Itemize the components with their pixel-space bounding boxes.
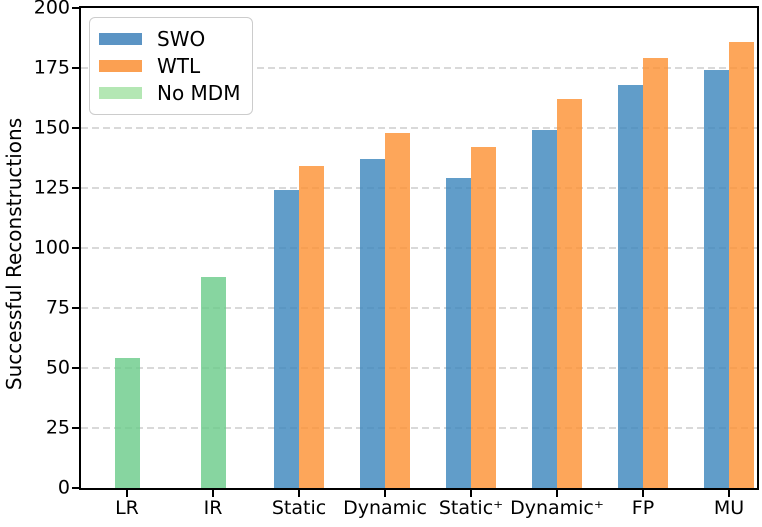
legend-label-no-mdm: No MDM xyxy=(157,81,241,105)
x-tick-mark xyxy=(642,490,644,497)
x-tick-label-dynamic⁺: Dynamic⁺ xyxy=(510,497,604,519)
y-tick-mark xyxy=(72,367,79,369)
y-tick-mark xyxy=(72,247,79,249)
gridline-175 xyxy=(81,67,757,69)
y-tick-mark xyxy=(72,127,79,129)
bars-layer xyxy=(81,8,757,488)
y-tick-label-150: 150 xyxy=(33,116,70,139)
legend-label-wtl: WTL xyxy=(157,54,201,78)
gridline-150 xyxy=(81,127,757,129)
swo-color-swatch xyxy=(99,33,142,45)
bar-mu-wtl xyxy=(729,41,754,488)
x-tick-mark xyxy=(556,490,558,497)
bar-static-swo xyxy=(274,190,299,488)
bar-dynamic-wtl xyxy=(385,132,410,488)
y-tick-label-75: 75 xyxy=(45,296,70,319)
no-mdm-color-swatch xyxy=(99,87,142,99)
x-tick-label-lr: LR xyxy=(115,497,139,519)
x-tick-label-static: Static xyxy=(271,497,327,519)
y-tick-label-0: 0 xyxy=(57,476,70,499)
legend-item-no-mdm: No MDM xyxy=(99,81,242,105)
bar-static-wtl xyxy=(299,166,324,488)
bar-dynamic⁺-wtl xyxy=(557,99,582,488)
bar-static⁺-wtl xyxy=(471,147,496,488)
legend-item-swo: SWO xyxy=(99,27,242,51)
y-tick-mark xyxy=(72,307,79,309)
bar-fp-wtl xyxy=(643,58,668,488)
bar-ir-no-mdm xyxy=(200,276,226,488)
legend-item-wtl: WTL xyxy=(99,54,242,78)
wtl-color-swatch xyxy=(99,60,142,72)
bar-dynamic⁺-swo xyxy=(532,130,557,488)
bar-dynamic-swo xyxy=(360,159,385,488)
bar-mu-swo xyxy=(704,70,729,488)
gridline-50 xyxy=(81,367,757,369)
x-tick-mark xyxy=(384,490,386,497)
y-tick-label-125: 125 xyxy=(33,176,70,199)
y-tick-mark xyxy=(72,427,79,429)
x-tick-mark xyxy=(212,490,214,497)
x-tick-mark xyxy=(126,490,128,497)
y-tick-mark xyxy=(72,7,79,9)
bar-static⁺-swo xyxy=(446,178,471,488)
gridline-25 xyxy=(81,427,757,429)
y-tick-mark xyxy=(72,67,79,69)
gridline-75 xyxy=(81,307,757,309)
gridline-125 xyxy=(81,187,757,189)
x-tick-mark xyxy=(298,490,300,497)
y-tick-label-50: 50 xyxy=(45,356,70,379)
plot-area xyxy=(79,6,759,490)
y-tick-label-25: 25 xyxy=(45,416,70,439)
y-tick-label-175: 175 xyxy=(33,56,70,79)
y-tick-label-100: 100 xyxy=(33,236,70,259)
bar-fp-swo xyxy=(618,84,643,488)
x-tick-label-dynamic: Dynamic xyxy=(343,497,427,519)
gridlines xyxy=(81,8,757,488)
bar-lr-no-mdm xyxy=(114,358,140,488)
legend-label-swo: SWO xyxy=(157,27,206,51)
y-tick-mark xyxy=(72,187,79,189)
x-tick-label-mu: MU xyxy=(713,497,745,519)
x-tick-mark xyxy=(728,490,730,497)
x-tick-label-ir: IR xyxy=(203,497,223,519)
x-tick-label-fp: FP xyxy=(631,497,655,519)
x-tick-mark xyxy=(470,490,472,497)
y-tick-label-200: 200 xyxy=(33,0,70,19)
x-tick-label-static⁺: Static⁺ xyxy=(438,497,504,519)
y-tick-mark xyxy=(72,487,79,489)
legend: SWO WTL No MDM xyxy=(89,17,253,115)
gridline-100 xyxy=(81,247,757,249)
